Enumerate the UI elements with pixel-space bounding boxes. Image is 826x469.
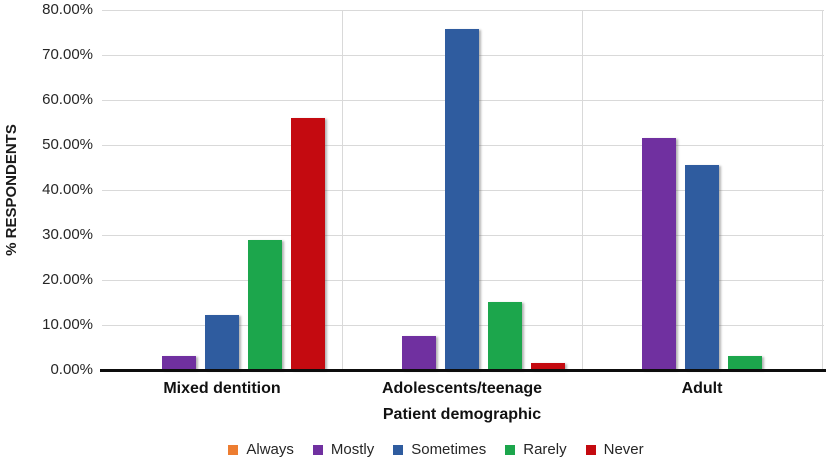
legend-swatch-never xyxy=(585,445,596,455)
legend-item-rarely: Rarely xyxy=(505,441,567,459)
y-tick-label-10: 10.00% xyxy=(42,316,93,333)
legend-item-always: Always xyxy=(228,441,294,459)
legend: Always Mostly Sometimes Rarely Never xyxy=(0,441,826,459)
bar-rarely-adolescents-teenage xyxy=(488,301,522,370)
category-label-adolescents-teenage: Adolescents/teenage xyxy=(381,380,543,397)
legend-label-mostly: Mostly xyxy=(330,441,375,458)
y-tick-label-80: 80.00% xyxy=(42,1,93,18)
category-label-mixed-dentition: Mixed dentition xyxy=(163,380,281,397)
gridline-vertical xyxy=(822,10,823,370)
legend-item-sometimes: Sometimes xyxy=(393,441,486,459)
bar-sometimes-adolescents-teenage xyxy=(445,29,479,370)
gridline-vertical xyxy=(342,10,343,370)
y-tick-label-20: 20.00% xyxy=(42,271,93,288)
gridline-vertical xyxy=(582,10,583,370)
bar-mostly-adolescents-teenage xyxy=(402,335,436,370)
legend-label-rarely: Rarely xyxy=(523,441,567,458)
bar-sometimes-adult xyxy=(685,165,719,370)
x-axis-title: Patient demographic xyxy=(382,406,542,423)
y-tick-label-50: 50.00% xyxy=(42,136,93,153)
legend-swatch-sometimes xyxy=(393,445,404,455)
bar-sometimes-mixed-dentition xyxy=(205,315,239,370)
legend-swatch-always xyxy=(228,445,239,455)
legend-swatch-mostly xyxy=(312,445,323,455)
gridline-80pct xyxy=(102,10,824,11)
bar-rarely-mixed-dentition xyxy=(248,240,282,370)
bar-never-adolescents-teenage xyxy=(531,363,565,370)
legend-item-never: Never xyxy=(585,441,644,459)
bar-mostly-mixed-dentition xyxy=(162,356,196,370)
legend-item-mostly: Mostly xyxy=(312,441,375,459)
y-tick-label-30: 30.00% xyxy=(42,226,93,243)
legend-swatch-rarely xyxy=(505,445,516,455)
x-axis-line xyxy=(100,369,826,372)
legend-label-sometimes: Sometimes xyxy=(411,441,487,458)
legend-label-always: Always xyxy=(246,441,294,458)
y-tick-label-70: 70.00% xyxy=(42,46,93,63)
bar-mostly-adult xyxy=(642,138,676,370)
category-label-adult: Adult xyxy=(681,380,723,397)
y-tick-label-40: 40.00% xyxy=(42,181,93,198)
y-tick-label-60: 60.00% xyxy=(42,91,93,108)
y-tick-label-0: 0.00% xyxy=(50,361,93,378)
legend-label-never: Never xyxy=(603,441,644,458)
bar-rarely-adult xyxy=(728,356,762,370)
bar-never-mixed-dentition xyxy=(291,117,325,370)
